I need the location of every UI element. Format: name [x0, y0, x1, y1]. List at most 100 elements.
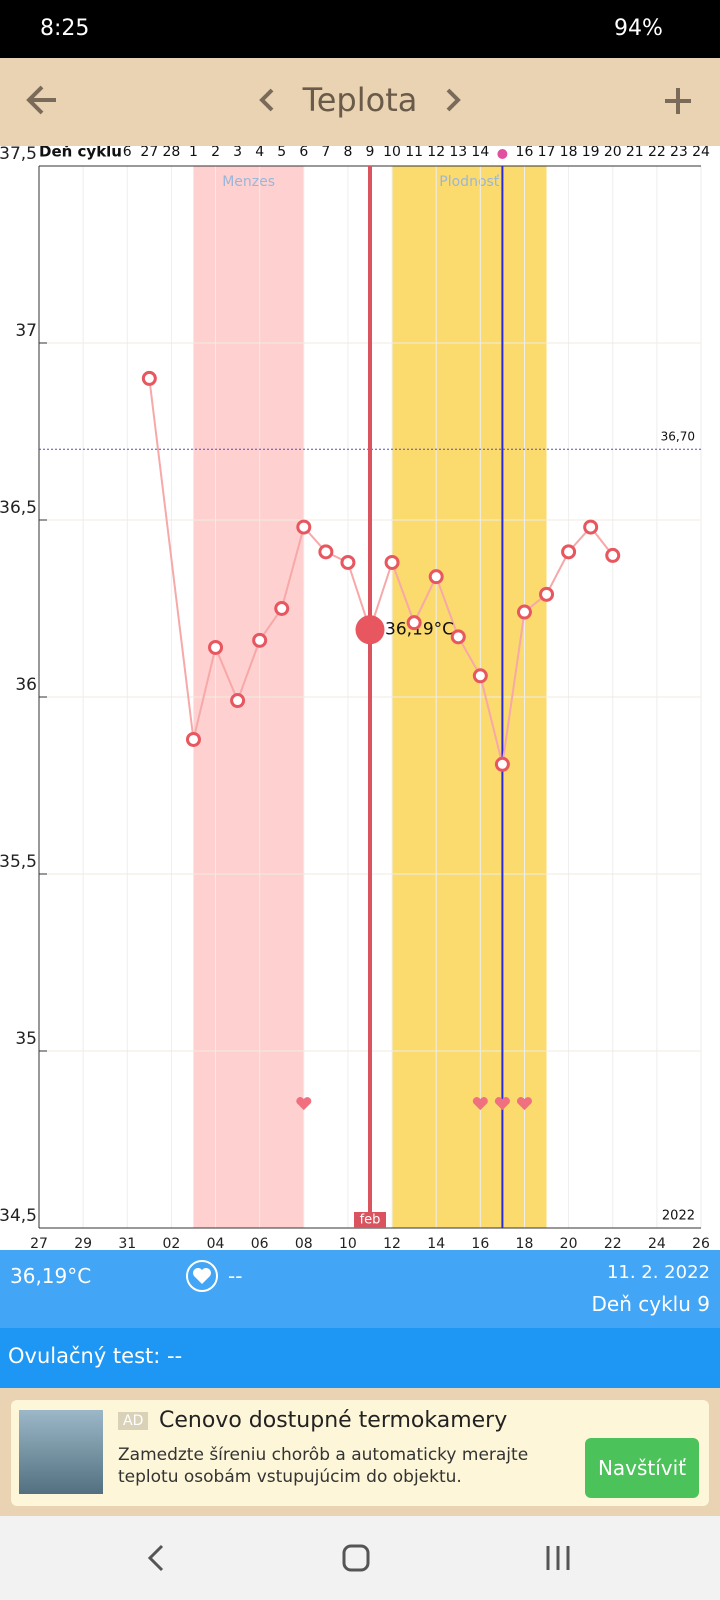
status-bar: 8:25 94%	[0, 0, 720, 58]
point	[605, 547, 621, 563]
y-tick-label: 36,5	[0, 498, 37, 518]
ad-text: Zamedzte šíreniu chorôb a automaticky me…	[118, 1445, 529, 1487]
point	[230, 693, 246, 709]
cycle-day-label: 21	[626, 146, 644, 160]
cycle-day-label: 2	[211, 146, 220, 160]
selected-point	[355, 615, 385, 645]
ad-card[interactable]: AD Cenovo dostupné termokamery Zamedzte …	[11, 1400, 709, 1506]
point	[450, 629, 466, 645]
cycle-day-label: 5	[277, 146, 286, 160]
info-date: 11. 2. 2022	[606, 1262, 710, 1283]
x-tick-label: 04	[207, 1236, 225, 1250]
cycle-day-label: 28	[162, 146, 180, 160]
x-tick-label: 08	[295, 1236, 313, 1250]
cycle-day-header: Deň cyklu	[39, 146, 122, 161]
point	[208, 639, 224, 655]
point	[340, 554, 356, 570]
cycle-day-label: 1	[189, 146, 198, 160]
point	[406, 615, 422, 631]
point	[472, 668, 488, 684]
cycle-day-label: 10	[383, 146, 401, 160]
x-tick-label: 16	[471, 1236, 489, 1250]
nav-recent[interactable]	[546, 1546, 570, 1570]
cycle-day-label: 13	[449, 146, 467, 160]
x-tick-label: 27	[30, 1236, 48, 1250]
info-bar: 36,19°C -- 11. 2. 2022 Deň cyklu 9	[0, 1250, 720, 1328]
y-tick-label: 34,5	[0, 1206, 37, 1226]
ad-image	[19, 1410, 103, 1494]
ad-title: Cenovo dostupné termokamery	[159, 1408, 508, 1433]
month-label: feb	[360, 1213, 381, 1228]
next-button[interactable]	[446, 88, 461, 112]
point	[384, 554, 400, 570]
reference-label: 36,70	[661, 430, 695, 444]
heart	[516, 1097, 532, 1111]
y-tick-label: 35,5	[0, 852, 37, 872]
point	[428, 569, 444, 585]
cycle-day-label: 23	[670, 146, 688, 160]
point	[539, 586, 555, 602]
cycle-day-label: 3	[233, 146, 242, 160]
cycle-day-label: 14	[471, 146, 489, 160]
nav-home[interactable]	[342, 1544, 370, 1572]
ad-button[interactable]: Navštíviť	[585, 1438, 699, 1498]
x-tick-label: 24	[648, 1236, 666, 1250]
point	[296, 519, 312, 535]
x-tick-label: 22	[604, 1236, 622, 1250]
ovulation-test: Ovulačný test: --	[8, 1344, 183, 1368]
point	[561, 544, 577, 560]
cycle-day-label: 7	[321, 146, 330, 160]
x-tick-label: 14	[427, 1236, 445, 1250]
heart	[494, 1097, 510, 1111]
cycle-day-label: 6	[123, 146, 132, 160]
y-tick-label: 36	[15, 675, 37, 695]
value-label: 36,19°C	[385, 620, 454, 640]
nav-back[interactable]	[147, 1544, 164, 1572]
cycle-day-label: 11	[405, 146, 423, 160]
point	[252, 632, 268, 648]
toolbar-icons: Teplota	[26, 81, 691, 119]
ad-area: AD Cenovo dostupné termokamery Zamedzte …	[0, 1388, 720, 1516]
ovulation-bar: Ovulačný test: --	[0, 1328, 720, 1388]
month-label-bg	[354, 1212, 386, 1228]
info-cycle-day: Deň cyklu 9	[591, 1292, 710, 1316]
y-tick-label: 35	[15, 1029, 37, 1049]
back-button[interactable]	[26, 85, 56, 115]
y-tick-label: 37,5	[0, 146, 37, 164]
toolbar: Teplota	[0, 58, 720, 146]
cycle-day-label: 6	[299, 146, 308, 160]
heart	[296, 1097, 312, 1111]
point	[318, 544, 334, 560]
point	[141, 370, 157, 386]
x-tick-label: 29	[74, 1236, 92, 1250]
cycle-day-label: 19	[582, 146, 600, 160]
battery: 94%	[614, 16, 663, 41]
year-label: 2022	[662, 1209, 695, 1224]
y-tick-label: 37	[15, 321, 37, 341]
ovulation-dot	[497, 149, 508, 159]
point	[516, 604, 532, 620]
cycle-day-label: 4	[255, 146, 264, 160]
time: 8:25	[40, 16, 90, 41]
cycle-day-label: 8	[343, 146, 352, 160]
x-tick-label: 06	[251, 1236, 269, 1250]
cycle-day-label: 24	[692, 146, 710, 160]
prev-button[interactable]	[259, 88, 274, 112]
heart-icon[interactable]	[184, 1258, 220, 1294]
point	[583, 519, 599, 535]
x-tick-label: 18	[516, 1236, 534, 1250]
band-label: Menzes	[222, 174, 275, 190]
x-tick-label: 26	[692, 1236, 710, 1250]
cycle-day-label: 9	[366, 146, 375, 160]
x-tick-label: 12	[383, 1236, 401, 1250]
x-tick-label: 31	[118, 1236, 136, 1250]
add-button[interactable]	[665, 88, 691, 114]
cycle-day-label: 17	[538, 146, 556, 160]
nav-bar	[0, 1516, 720, 1600]
ad-badge: AD	[118, 1412, 149, 1430]
cycle-day-label: 22	[648, 146, 666, 160]
heart	[472, 1097, 488, 1111]
cycle-day-label: 16	[516, 146, 534, 160]
